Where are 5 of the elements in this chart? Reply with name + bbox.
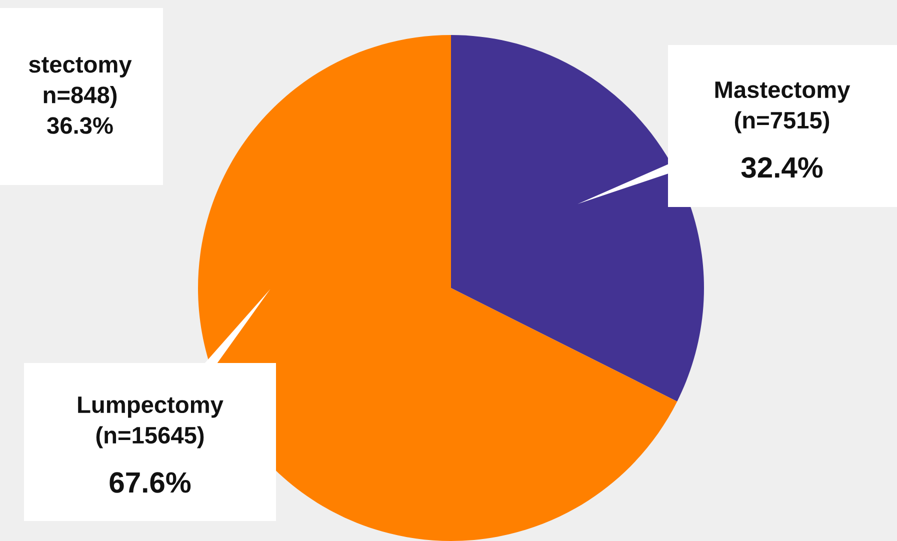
slice-label: Mastectomy (n=7515) — [715, 82, 850, 134]
data-label: 67.6% — [110, 472, 191, 493]
text: stectomy n=848) 36.3% — [29, 57, 132, 134]
data-label: 32.4% — [741, 157, 823, 178]
slice-label: Lumpectomy (n=15645) — [78, 396, 224, 448]
